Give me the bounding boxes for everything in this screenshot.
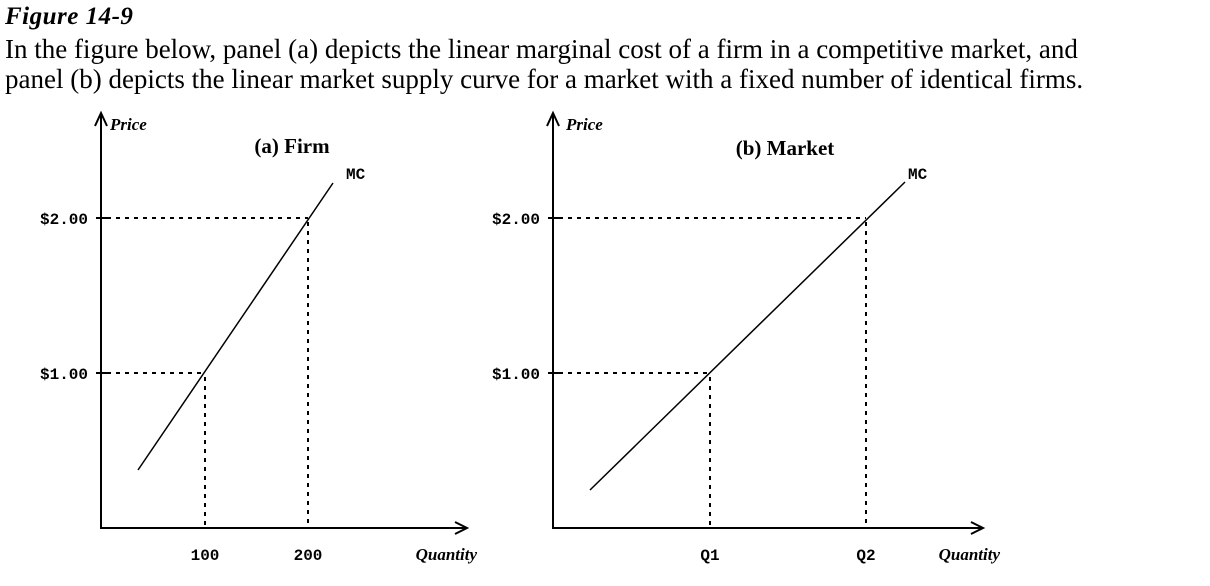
- figure-title: Figure 14-9: [5, 3, 134, 30]
- panel-a-x-axis-arrow: [454, 521, 470, 535]
- panel-a-y-tick-2: $2.00: [40, 211, 88, 229]
- description-line-1: In the figure below, panel (a) depicts t…: [5, 34, 1078, 64]
- panel-a-y-tick-1: $1.00: [40, 366, 88, 384]
- panel-a-x-tick-100: 100: [191, 547, 220, 565]
- panel-a-y-axis-label: Price: [109, 115, 147, 134]
- panel-b-mc-curve: [589, 181, 906, 491]
- panel-a-firm: (a) Firm Price MC $2.00 $1.00 100 200 Qu…: [40, 110, 478, 565]
- panel-a-curve-label: MC: [346, 166, 366, 184]
- panel-b-y-axis-arrow: [546, 110, 560, 127]
- panel-b-y-tick-1: $1.00: [492, 366, 540, 384]
- description-line-2: panel (b) depicts the linear market supp…: [5, 64, 1084, 94]
- supply-diagrams: (a) Firm Price MC $2.00 $1.00 100 200 Qu…: [40, 110, 1001, 565]
- panel-b-curve-label: MC: [908, 166, 928, 184]
- panel-b-title: (b) Market: [736, 136, 835, 160]
- panel-b-y-tick-2: $2.00: [492, 211, 540, 229]
- panel-b-x-axis-arrow: [970, 521, 986, 535]
- panel-b-market: (b) Market Price MC $2.00 $1.00 Q1 Q2 Qu…: [492, 110, 1001, 565]
- panel-a-y-axis-arrow: [94, 110, 108, 127]
- panel-b-x-tick-q1: Q1: [700, 547, 719, 565]
- panel-b-axes: [552, 115, 981, 529]
- panel-b-x-axis-label: Quantity: [939, 545, 1001, 564]
- panel-a-mc-curve: [137, 182, 334, 471]
- panel-b-y-axis-label: Price: [565, 115, 603, 134]
- figure-description: In the figure below, panel (a) depicts t…: [5, 34, 1083, 94]
- panel-a-x-tick-200: 200: [294, 547, 323, 565]
- panel-a-title: (a) Firm: [254, 134, 330, 158]
- panel-a-axes: [100, 115, 465, 529]
- panel-a-x-axis-label: Quantity: [416, 545, 478, 564]
- panel-b-x-tick-q2: Q2: [856, 547, 875, 565]
